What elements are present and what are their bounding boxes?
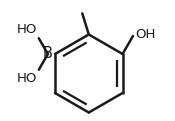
Text: OH: OH	[136, 28, 156, 41]
Text: HO: HO	[16, 72, 37, 85]
Text: B: B	[43, 46, 53, 61]
Text: HO: HO	[16, 23, 37, 36]
